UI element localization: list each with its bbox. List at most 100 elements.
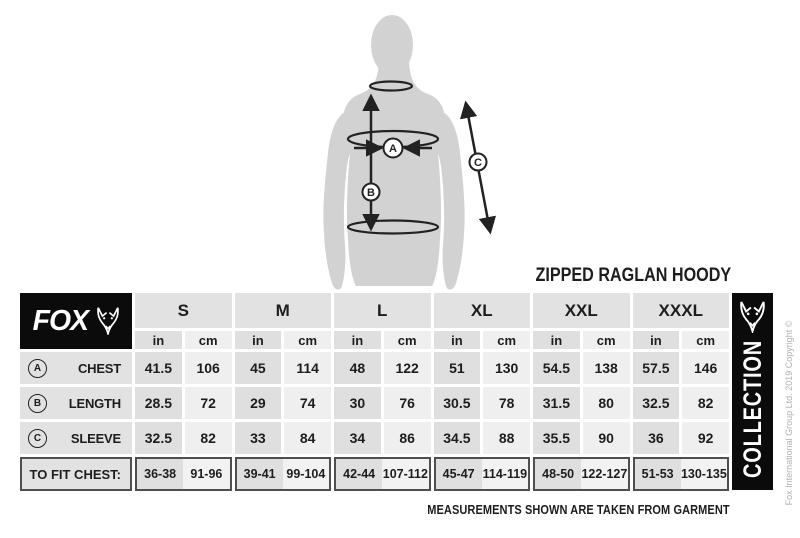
unit-header-pair: in cm [135, 331, 232, 349]
size-group-xl: XL in cm [433, 293, 530, 349]
unit-header-pair: in cm [234, 331, 331, 349]
row-label-length: B LENGTH [20, 387, 132, 419]
size-chart-table: FOX S in cm M in cm L in [20, 293, 729, 491]
table-row-chest: A CHEST 41.5 106 45 114 48 122 51 130 54… [20, 352, 729, 384]
size-header: XL [433, 293, 530, 328]
row-marker-a: A [28, 358, 47, 378]
copyright-text: Fox International Group Ltd. 2019 Copyri… [784, 320, 794, 506]
unit-header-in: in [334, 331, 381, 349]
value-cell: 146 [682, 352, 729, 384]
marker-c-letter: C [474, 157, 482, 169]
marker-c-circle [468, 152, 488, 172]
fit-box-xxxl: 51-53 130-135 [632, 457, 729, 491]
measurement-figure: A B C [323, 15, 496, 290]
value-cell: 34.5 [433, 422, 481, 454]
fit-row-label: TO FIT CHEST: [20, 457, 132, 491]
value-cell: 48 [334, 352, 381, 384]
value-cell: 72 [184, 387, 232, 419]
fit-value-in: 45-47 [435, 459, 482, 489]
value-cell: 31.5 [533, 387, 580, 419]
fit-box-m: 39-41 99-104 [234, 457, 331, 491]
value-cell: 30 [334, 387, 381, 419]
unit-header-pair: in cm [433, 331, 530, 349]
value-cell: 82 [682, 387, 729, 419]
fit-box-s: 36-38 91-96 [135, 457, 232, 491]
fit-value-cm: 130-135 [680, 459, 727, 489]
value-cell: 29 [234, 387, 282, 419]
fit-value-in: 48-50 [535, 459, 582, 489]
size-group-m: M in cm [234, 293, 331, 349]
right-arm-shape [437, 113, 465, 290]
fit-value-in: 51-53 [634, 459, 681, 489]
marker-b-circle [361, 182, 381, 202]
value-cell: 36 [632, 422, 680, 454]
value-cell: 74 [284, 387, 331, 419]
unit-header-in: in [433, 331, 481, 349]
row-marker-b: B [28, 393, 47, 413]
unit-header-in: in [632, 331, 680, 349]
size-group-s: S in cm [135, 293, 232, 349]
unit-header-in: in [135, 331, 182, 349]
unit-header-cm: cm [682, 331, 729, 349]
size-header: S [135, 293, 232, 328]
unit-header-in: in [533, 331, 580, 349]
unit-header-pair: in cm [533, 331, 630, 349]
unit-header-in: in [234, 331, 282, 349]
value-cell: 76 [383, 387, 431, 419]
value-cell: 54.5 [533, 352, 580, 384]
fit-value-in: 42-44 [336, 459, 383, 489]
fox-head-icon [739, 301, 766, 333]
figure-markers: A B C [361, 137, 488, 202]
table-row-length: B LENGTH 28.5 72 29 74 30 76 30.5 78 31.… [20, 387, 729, 419]
row-label-text: CHEST [77, 360, 121, 376]
row-label-text: SLEEVE [70, 430, 121, 446]
left-arm-shape [323, 113, 351, 290]
measurements-note: MEASUREMENTS SHOWN ARE TAKEN FROM GARMEN… [427, 503, 730, 517]
fit-value-in: 36-38 [137, 459, 184, 489]
unit-header-pair: in cm [334, 331, 431, 349]
value-cell: 33 [234, 422, 282, 454]
value-cell: 80 [582, 387, 630, 419]
unit-header-cm: cm [184, 331, 232, 349]
value-cell: 78 [483, 387, 530, 419]
value-cell: 57.5 [632, 352, 680, 384]
unit-header-cm: cm [582, 331, 630, 349]
row-label-text: LENGTH [68, 395, 121, 411]
value-cell: 88 [483, 422, 530, 454]
unit-header-cm: cm [284, 331, 331, 349]
value-cell: 34 [334, 422, 381, 454]
size-group-xxxl: XXXL in cm [632, 293, 729, 349]
fit-value-cm: 107-112 [382, 459, 429, 489]
fit-value-cm: 114-119 [481, 459, 528, 489]
row-marker-c: C [28, 428, 47, 448]
fit-value-cm: 122-127 [581, 459, 628, 489]
fit-value-cm: 91-96 [183, 459, 230, 489]
value-cell: 28.5 [135, 387, 182, 419]
value-cell: 51 [433, 352, 481, 384]
unit-header-cm: cm [383, 331, 431, 349]
fox-logo: FOX [20, 293, 132, 349]
marker-a-circle [382, 137, 404, 159]
unit-header-pair: in cm [632, 331, 729, 349]
marker-b-letter: B [367, 187, 375, 199]
fit-box-xxl: 48-50 122-127 [533, 457, 630, 491]
value-cell: 114 [284, 352, 331, 384]
table-row-to-fit-chest: TO FIT CHEST: 36-38 91-96 39-41 99-104 4… [20, 457, 729, 491]
fox-head-icon [96, 307, 120, 335]
value-cell: 45 [234, 352, 282, 384]
value-cell: 35.5 [533, 422, 580, 454]
size-header: XXXL [632, 293, 729, 328]
value-cell: 130 [483, 352, 530, 384]
value-cell: 32.5 [135, 422, 182, 454]
table-header-row: FOX S in cm M in cm L in [20, 293, 729, 349]
row-label-sleeve: C SLEEVE [20, 422, 132, 454]
collection-label: COLLECTION [739, 340, 767, 478]
value-cell: 82 [184, 422, 232, 454]
size-header: L [334, 293, 431, 328]
hem-ellipse [346, 219, 440, 235]
size-group-xxl: XXL in cm [533, 293, 630, 349]
row-label-chest: A CHEST [20, 352, 132, 384]
fit-box-l: 42-44 107-112 [334, 457, 431, 491]
fit-value-cm: 99-104 [282, 459, 329, 489]
